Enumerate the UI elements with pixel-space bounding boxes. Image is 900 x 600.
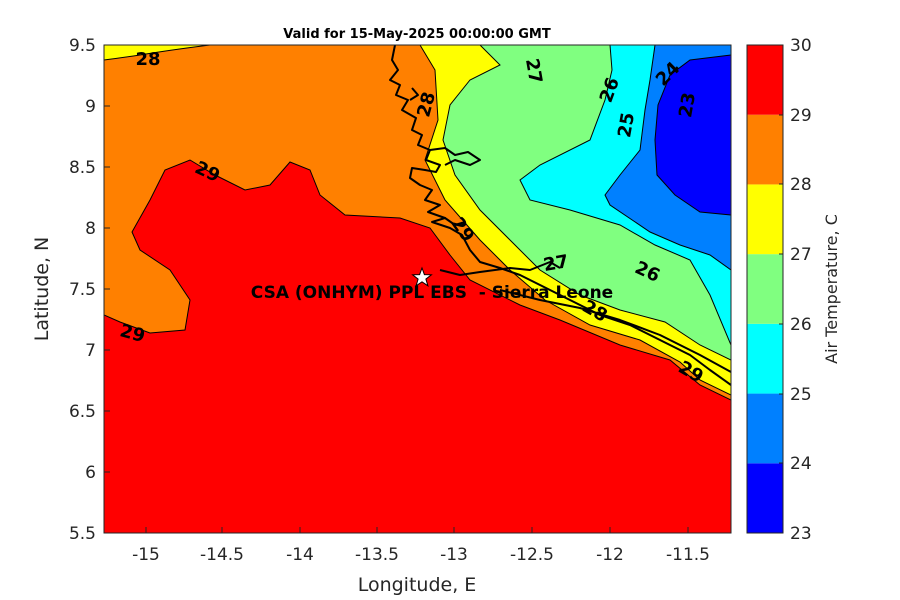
colorbar-tick-label: 23 [790,524,812,544]
x-tick-label: -12.5 [510,545,554,565]
band-29-30 [104,160,731,533]
colorbar-tick-label: 29 [790,106,812,126]
x-axis: -15 -14.5 -14 -13.5 -13 -12.5 -12 -11.5 … [132,527,710,596]
y-tick-label: 9 [85,97,96,117]
y-tick-label: 8.5 [69,158,96,178]
star-icon [411,266,433,288]
colorbar-swatch [747,323,783,394]
site-label: CSA (ONHYM) PPL EBS - Sierra Leone [251,283,613,303]
colorbar-tick-label: 30 [790,36,812,56]
colorbar-label: Air Temperature, C [822,214,841,364]
y-tick-label: 6 [85,463,96,483]
colorbar-swatches [747,45,783,533]
colorbar-tick-label: 28 [790,175,812,195]
contour-label: 28 [135,49,160,70]
y-tick-label: 6.5 [69,402,96,422]
contour-label: 27 [542,251,570,276]
x-tick-label: -13.5 [355,545,399,565]
colorbar-tick-label: 26 [790,315,812,335]
x-axis-label: Longitude, E [358,574,477,596]
x-tick-label: -14.5 [200,545,244,565]
colorbar-tick-label: 27 [790,245,812,265]
x-tick-label: -12 [596,545,624,565]
temperature-field [104,45,731,533]
colorbar-swatch [747,254,783,324]
y-tick-label: 7 [85,341,96,361]
x-tick-label: -13 [440,545,468,565]
x-tick-label: -11.5 [666,545,710,565]
contour-lines [104,45,731,401]
y-tick-label: 9.5 [69,36,96,56]
contour-label: 25 [614,111,639,139]
x-tick-label: -15 [132,545,160,565]
colorbar-frame [746,44,784,534]
colorbar-swatch [747,463,783,533]
colorbar-swatch [747,393,783,464]
band-23-24 [655,55,731,215]
colorbar-tick-label: 24 [790,454,812,474]
colorbar-swatch [747,114,783,185]
x-tick-label: -14 [286,545,314,565]
colorbar-swatch [747,45,783,115]
y-tick-label: 5.5 [69,524,96,544]
contour-label: 27 [521,57,546,85]
colorbar-tick-label: 25 [790,385,812,405]
coastline [389,45,731,386]
colorbar: 30 29 28 27 26 25 24 23 Air Temperature,… [746,36,841,544]
y-tick-label: 7.5 [69,280,96,300]
map-title: Valid for 15-May-2025 00:00:00 GMT [283,27,551,42]
y-axis-label: Latitude, N [31,237,53,342]
y-tick-label: 8 [85,219,96,239]
y-axis: 9.5 9 8.5 8 7.5 7 6.5 6 5.5 Latitude, N [31,36,110,544]
contour-label: 23 [675,91,700,119]
colorbar-swatch [747,184,783,255]
